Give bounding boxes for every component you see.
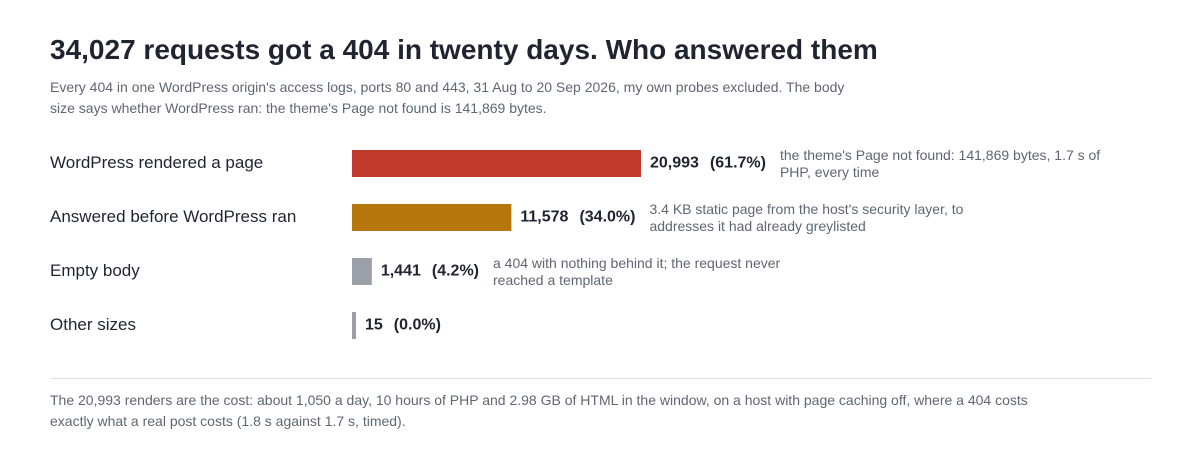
bar	[352, 312, 356, 339]
bar-note: a 404 with nothing behind it; the reques…	[493, 255, 781, 288]
bar-percent-label: (4.2%)	[432, 263, 479, 280]
category-label: Other sizes	[50, 315, 136, 334]
footnote-divider	[50, 378, 1151, 379]
category-label: Answered before WordPress ran	[50, 207, 296, 226]
chart-title: 34,027 requests got a 404 in twenty days…	[50, 34, 878, 65]
bar-note: the theme's Page not found: 141,869 byte…	[779, 147, 1101, 180]
bar-note: 3.4 KB static page from the host's secur…	[649, 201, 964, 234]
bar-percent-label: (61.7%)	[710, 155, 766, 172]
category-label: WordPress rendered a page	[50, 153, 263, 172]
bar	[352, 258, 372, 285]
bar	[352, 204, 512, 231]
bar-chart-svg: WordPress rendered a page 20,993 (61.7%) An…	[50, 150, 766, 339]
bar-value-label: 1,441	[381, 263, 421, 280]
bar	[352, 150, 641, 177]
bar-percent-label: (0.0%)	[394, 317, 441, 334]
category-label: Empty body	[50, 261, 140, 280]
bar-value-label: 20,993	[650, 155, 699, 172]
bar-chart: WordPress rendered a page 20,993 (61.7%) An…	[0, 140, 1200, 350]
bar-value-label: 15	[365, 317, 383, 334]
bar-percent-label: (34.0%)	[579, 209, 635, 226]
chart-subtitle: Every 404 in one WordPress origin's acce…	[50, 79, 845, 116]
bar-value-label: 11,578	[520, 209, 568, 226]
footnote: The 20,993 renders are the cost: about 1…	[50, 392, 1028, 429]
